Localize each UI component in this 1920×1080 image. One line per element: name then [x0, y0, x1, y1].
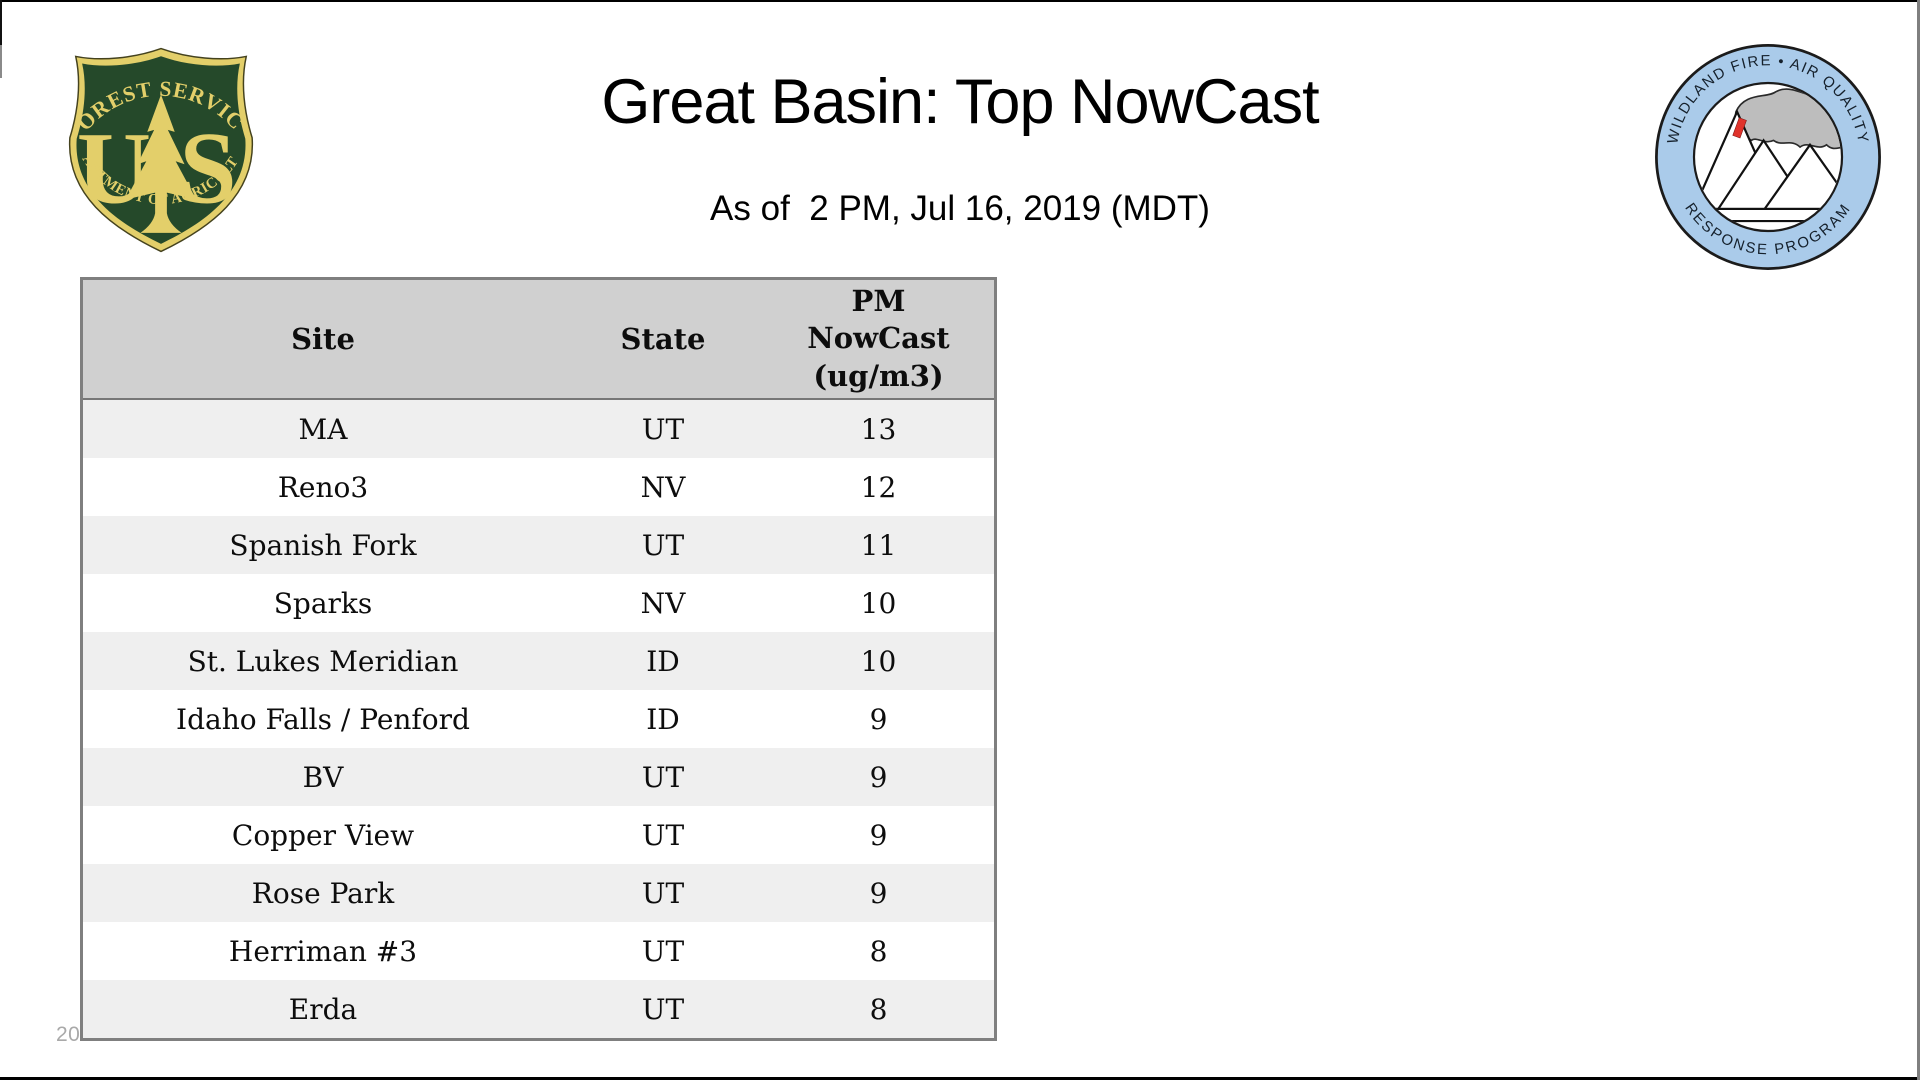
cell-nowcast: 9 — [869, 760, 888, 794]
nowcast-table: Site State PM NowCast (ug/m3) MA UT 13 R… — [80, 277, 997, 1041]
table-row: Spanish Fork UT 11 — [83, 516, 994, 574]
cell-nowcast: 8 — [869, 934, 888, 968]
page-border-bottom — [0, 1077, 1920, 1080]
cell-site: Reno3 — [277, 470, 369, 504]
page-border-top — [0, 0, 1920, 2]
wfaqrp-logo-icon: WILDLAND FIRE • AIR QUALITY RESPONSE PRO… — [1655, 44, 1881, 270]
cell-nowcast: 9 — [869, 702, 888, 736]
cell-state: NV — [640, 470, 686, 504]
forest-service-logo-icon: FOREST SERVICE U S DEPARTMENT OF AGRICUL… — [63, 44, 253, 253]
cell-state: UT — [641, 412, 685, 446]
cell-state: NV — [640, 586, 686, 620]
cell-state: ID — [646, 644, 680, 678]
pine-tree-icon — [125, 94, 197, 233]
header-state: State — [620, 322, 706, 356]
header-pm-line-3: (ug/m3) — [813, 358, 944, 393]
header-pm-line-2: NowCast — [807, 321, 950, 356]
cell-state: UT — [641, 760, 685, 794]
page-border-left-dark — [0, 0, 2, 45]
cell-state: UT — [641, 876, 685, 910]
table-row: MA UT 13 — [83, 400, 994, 458]
cell-nowcast: 12 — [860, 470, 897, 504]
cell-state: ID — [646, 702, 680, 736]
cell-site: St. Lukes Meridian — [187, 644, 459, 678]
cell-nowcast: 13 — [860, 412, 897, 446]
cell-state: UT — [641, 528, 685, 562]
table-row: Idaho Falls / Penford ID 9 — [83, 690, 994, 748]
cell-site: BV — [302, 760, 344, 794]
cell-state: UT — [641, 934, 685, 968]
cell-nowcast: 10 — [860, 586, 897, 620]
flame-marker-icon — [1732, 117, 1747, 139]
page-title: Great Basin: Top NowCast — [601, 67, 1319, 137]
cell-site: Rose Park — [251, 876, 395, 910]
cell-site: Herriman #3 — [228, 934, 418, 968]
header-pm-line-1: PM — [851, 284, 906, 319]
page-border-left-gray — [0, 45, 2, 78]
table-header: Site State PM NowCast (ug/m3) — [83, 280, 994, 400]
cell-nowcast: 11 — [860, 528, 897, 562]
table-body: MA UT 13 Reno3 NV 12 Spanish Fork UT 11 … — [83, 400, 994, 1038]
header-pm-nowcast: PM NowCast (ug/m3) — [763, 283, 994, 394]
table-row: BV UT 9 — [83, 748, 994, 806]
cell-site: Erda — [288, 992, 358, 1026]
cell-site: Copper View — [231, 818, 415, 852]
table-row: Reno3 NV 12 — [83, 458, 994, 516]
cell-nowcast: 8 — [869, 992, 888, 1026]
cell-nowcast: 10 — [860, 644, 897, 678]
table-row: Copper View UT 9 — [83, 806, 994, 864]
page-border-right — [1917, 0, 1920, 1080]
cell-state: UT — [641, 818, 685, 852]
cell-nowcast: 9 — [869, 818, 888, 852]
fs-letter-s: S — [179, 111, 236, 225]
cell-site: Idaho Falls / Penford — [176, 702, 470, 736]
cell-site: MA — [298, 412, 348, 446]
table-row: Sparks NV 10 — [83, 574, 994, 632]
table-row: Herriman #3 UT 8 — [83, 922, 994, 980]
cell-site: Sparks — [273, 586, 373, 620]
table-row: Erda UT 8 — [83, 980, 994, 1038]
page-subtitle: As of 2 PM, Jul 16, 2019 (MDT) — [710, 189, 1210, 228]
header-site: Site — [291, 322, 355, 356]
fs-letter-u: U — [77, 111, 151, 225]
cell-site: Spanish Fork — [229, 528, 417, 562]
cell-nowcast: 9 — [869, 876, 888, 910]
table-row: St. Lukes Meridian ID 10 — [83, 632, 994, 690]
cell-state: UT — [641, 992, 685, 1026]
table-row: Rose Park UT 9 — [83, 864, 994, 922]
